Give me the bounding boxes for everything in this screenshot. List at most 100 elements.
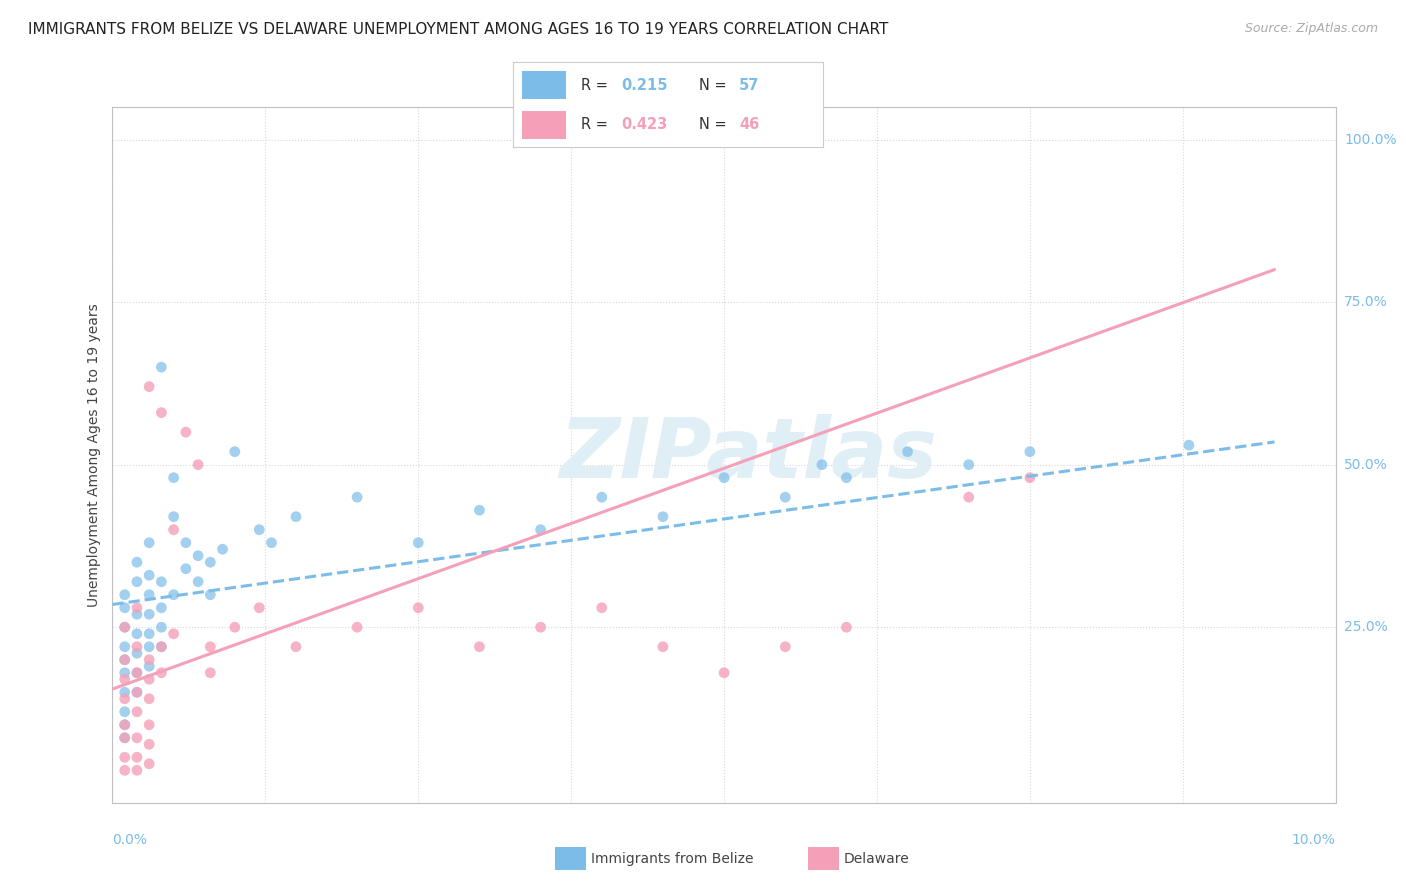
Point xyxy=(125,626,148,640)
Point xyxy=(163,509,186,524)
Point xyxy=(114,750,136,764)
Text: 0.423: 0.423 xyxy=(621,117,668,132)
Point xyxy=(114,653,136,667)
Point xyxy=(200,555,222,569)
Text: Delaware: Delaware xyxy=(844,852,910,866)
Point xyxy=(114,718,136,732)
Point xyxy=(138,535,160,549)
Point xyxy=(138,756,160,771)
Point xyxy=(150,406,173,420)
Point xyxy=(408,600,430,615)
Text: 25.0%: 25.0% xyxy=(1344,620,1388,634)
Point xyxy=(114,691,136,706)
Point xyxy=(775,490,797,504)
Point xyxy=(125,731,148,745)
Text: R =: R = xyxy=(581,117,613,132)
Point xyxy=(125,600,148,615)
Point xyxy=(125,665,148,680)
Point xyxy=(114,653,136,667)
Point xyxy=(138,737,160,751)
Point xyxy=(114,640,136,654)
Text: N =: N = xyxy=(699,78,731,93)
Point xyxy=(775,640,797,654)
Text: 46: 46 xyxy=(740,117,759,132)
Point xyxy=(114,731,136,745)
Point xyxy=(957,458,980,472)
Point xyxy=(150,640,173,654)
Point xyxy=(138,607,160,622)
Text: 100.0%: 100.0% xyxy=(1344,133,1396,146)
Point xyxy=(284,640,308,654)
Point xyxy=(150,640,173,654)
Point xyxy=(125,685,148,699)
Text: N =: N = xyxy=(699,117,731,132)
Point xyxy=(150,360,173,375)
Point xyxy=(174,535,197,549)
Point xyxy=(163,471,186,485)
Point xyxy=(187,458,209,472)
Point xyxy=(284,509,308,524)
Point xyxy=(530,523,553,537)
Point xyxy=(125,574,148,589)
Point xyxy=(835,471,858,485)
Point xyxy=(530,620,553,634)
Point xyxy=(713,665,735,680)
Point xyxy=(125,685,148,699)
Point xyxy=(224,444,246,458)
Point xyxy=(114,705,136,719)
Point xyxy=(187,574,209,589)
Point xyxy=(125,750,148,764)
Text: 10.0%: 10.0% xyxy=(1292,833,1336,847)
Point xyxy=(174,562,197,576)
Point xyxy=(150,600,173,615)
Text: Immigrants from Belize: Immigrants from Belize xyxy=(591,852,754,866)
Text: IMMIGRANTS FROM BELIZE VS DELAWARE UNEMPLOYMENT AMONG AGES 16 TO 19 YEARS CORREL: IMMIGRANTS FROM BELIZE VS DELAWARE UNEMP… xyxy=(28,22,889,37)
Point xyxy=(138,718,160,732)
Text: 57: 57 xyxy=(740,78,759,93)
Point xyxy=(200,665,222,680)
Point xyxy=(150,620,173,634)
Point xyxy=(835,620,858,634)
Point xyxy=(897,444,920,458)
Point xyxy=(163,588,186,602)
Point xyxy=(200,588,222,602)
Bar xyxy=(523,111,565,139)
Point xyxy=(138,568,160,582)
Point xyxy=(247,600,270,615)
Point xyxy=(114,620,136,634)
Point xyxy=(1018,444,1040,458)
Text: ZIPatlas: ZIPatlas xyxy=(560,415,938,495)
Point xyxy=(224,620,246,634)
Point xyxy=(247,523,270,537)
Text: 75.0%: 75.0% xyxy=(1344,295,1388,310)
Point xyxy=(138,626,160,640)
Text: 0.215: 0.215 xyxy=(621,78,668,93)
Bar xyxy=(523,71,565,99)
Text: 50.0%: 50.0% xyxy=(1344,458,1388,472)
Point xyxy=(260,535,283,549)
Text: 0.0%: 0.0% xyxy=(112,833,148,847)
Point xyxy=(114,672,136,686)
Point xyxy=(138,691,160,706)
Point xyxy=(125,665,148,680)
Point xyxy=(346,620,368,634)
Point xyxy=(591,600,613,615)
Point xyxy=(114,731,136,745)
Point xyxy=(125,764,148,778)
Point xyxy=(125,640,148,654)
Point xyxy=(114,718,136,732)
Point xyxy=(174,425,197,439)
Point xyxy=(713,471,735,485)
Point xyxy=(957,490,980,504)
Point xyxy=(1178,438,1201,452)
Point xyxy=(1018,471,1040,485)
Point xyxy=(114,588,136,602)
Point xyxy=(652,509,675,524)
Point xyxy=(125,705,148,719)
Point xyxy=(138,653,160,667)
Point xyxy=(114,620,136,634)
Text: R =: R = xyxy=(581,78,613,93)
Point xyxy=(187,549,209,563)
Point xyxy=(200,640,222,654)
Point xyxy=(138,640,160,654)
